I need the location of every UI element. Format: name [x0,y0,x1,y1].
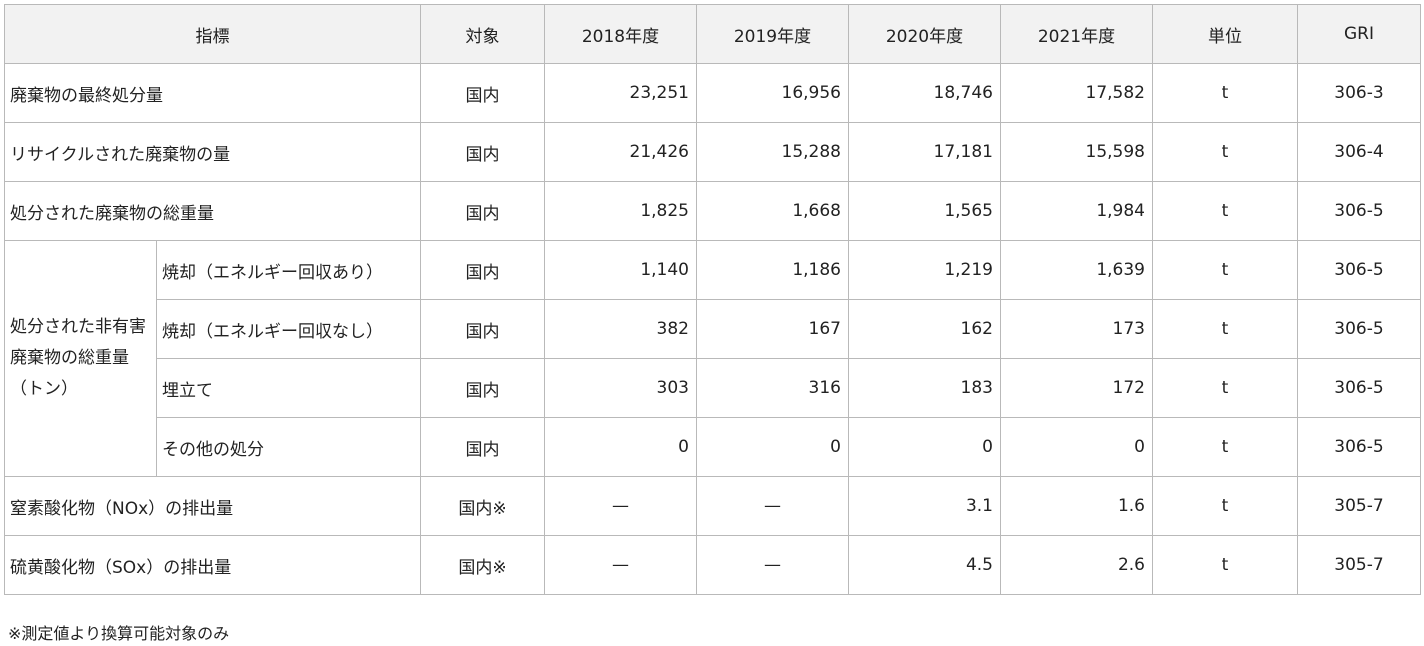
value-2019: 1,186 [696,240,849,300]
header-metric: 指標 [4,4,421,64]
row-gri: 306-5 [1297,299,1421,359]
header-gri: GRI [1297,4,1421,64]
row-target: 国内※ [420,476,545,536]
header-2019: 2019年度 [696,4,849,64]
value-2018: 1,140 [544,240,697,300]
value-2019: 167 [696,299,849,359]
table-row: 窒素酸化物（NOx）の排出量 国内※ — — 3.1 1.6 t 305-7 [4,476,1421,536]
value-2020: 1,219 [848,240,1001,300]
value-2020: 162 [848,299,1001,359]
table-row: 廃棄物の最終処分量 国内 23,251 16,956 18,746 17,582… [4,63,1421,123]
sub-row-label: その他の処分 [156,417,421,477]
row-label: 処分された廃棄物の総重量 [4,181,421,241]
value-2019: 1,668 [696,181,849,241]
value-2021: 0 [1000,417,1153,477]
value-2019: 16,956 [696,63,849,123]
sub-row-label: 焼却（エネルギー回収なし） [156,299,421,359]
row-target: 国内 [420,122,545,182]
sub-row-label: 焼却（エネルギー回収あり） [156,240,421,300]
row-unit: t [1152,122,1298,182]
row-gri: 306-5 [1297,240,1421,300]
value-2021: 173 [1000,299,1153,359]
value-2019: 0 [696,417,849,477]
row-unit: t [1152,181,1298,241]
header-unit: 単位 [1152,4,1298,64]
row-unit: t [1152,417,1298,477]
value-2020: 183 [848,358,1001,418]
value-2019: 316 [696,358,849,418]
header-2021: 2021年度 [1000,4,1153,64]
value-2018: 382 [544,299,697,359]
row-target: 国内 [420,358,545,418]
waste-emissions-table: 指標 対象 2018年度 2019年度 2020年度 2021年度 単位 GRI… [4,4,1421,595]
value-2020: 4.5 [848,535,1001,595]
row-unit: t [1152,535,1298,595]
value-2019: — [696,535,849,595]
value-2019: 15,288 [696,122,849,182]
value-2018: 303 [544,358,697,418]
value-2021: 15,598 [1000,122,1153,182]
row-target: 国内 [420,63,545,123]
row-unit: t [1152,299,1298,359]
value-2018: 0 [544,417,697,477]
value-2018: 1,825 [544,181,697,241]
row-target: 国内 [420,240,545,300]
sub-row-label: 埋立て [156,358,421,418]
table-row: その他の処分 国内 0 0 0 0 t 306-5 [5,417,1421,477]
row-gri: 306-5 [1297,181,1421,241]
value-2021: 17,582 [1000,63,1153,123]
footnote: ※測定値より換算可能対象のみ [8,624,230,643]
row-gri: 306-5 [1297,417,1421,477]
table-row: リサイクルされた廃棄物の量 国内 21,426 15,288 17,181 15… [4,122,1421,182]
row-unit: t [1152,358,1298,418]
value-2020: 3.1 [848,476,1001,536]
row-target: 国内※ [420,535,545,595]
table-row: 焼却（エネルギー回収なし） 国内 382 167 162 173 t 306-5 [5,299,1421,359]
row-gri: 305-7 [1297,535,1421,595]
row-label: 窒素酸化物（NOx）の排出量 [4,476,421,536]
row-target: 国内 [420,299,545,359]
row-label: 廃棄物の最終処分量 [4,63,421,123]
header-2018: 2018年度 [544,4,697,64]
row-gri: 306-5 [1297,358,1421,418]
row-unit: t [1152,63,1298,123]
value-2021: 1,639 [1000,240,1153,300]
row-gri: 306-4 [1297,122,1421,182]
row-label: リサイクルされた廃棄物の量 [4,122,421,182]
value-2020: 0 [848,417,1001,477]
value-2018: 21,426 [544,122,697,182]
value-2020: 18,746 [848,63,1001,123]
value-2018: 23,251 [544,63,697,123]
value-2018: — [544,476,697,536]
table-row: 硫黄酸化物（SOx）の排出量 国内※ — — 4.5 2.6 t 305-7 [4,535,1421,595]
table-row: 埋立て 国内 303 316 183 172 t 306-5 [5,358,1421,418]
table-row: 処分された廃棄物の総重量 国内 1,825 1,668 1,565 1,984 … [4,181,1421,241]
group-label: 処分された非有害廃棄物の総重量（トン） [4,240,157,477]
value-2020: 1,565 [848,181,1001,241]
header-2020: 2020年度 [848,4,1001,64]
table-row: 処分された非有害廃棄物の総重量（トン） 焼却（エネルギー回収あり） 国内 1,1… [4,240,1421,477]
row-label: 硫黄酸化物（SOx）の排出量 [4,535,421,595]
row-target: 国内 [420,417,545,477]
header-row: 指標 対象 2018年度 2019年度 2020年度 2021年度 単位 GRI [4,4,1421,64]
header-target: 対象 [420,4,545,64]
value-2019: — [696,476,849,536]
row-unit: t [1152,240,1298,300]
row-gri: 306-3 [1297,63,1421,123]
row-unit: t [1152,476,1298,536]
value-2020: 17,181 [848,122,1001,182]
value-2021: 1,984 [1000,181,1153,241]
value-2021: 1.6 [1000,476,1153,536]
row-gri: 305-7 [1297,476,1421,536]
value-2021: 2.6 [1000,535,1153,595]
row-target: 国内 [420,181,545,241]
value-2021: 172 [1000,358,1153,418]
value-2018: — [544,535,697,595]
